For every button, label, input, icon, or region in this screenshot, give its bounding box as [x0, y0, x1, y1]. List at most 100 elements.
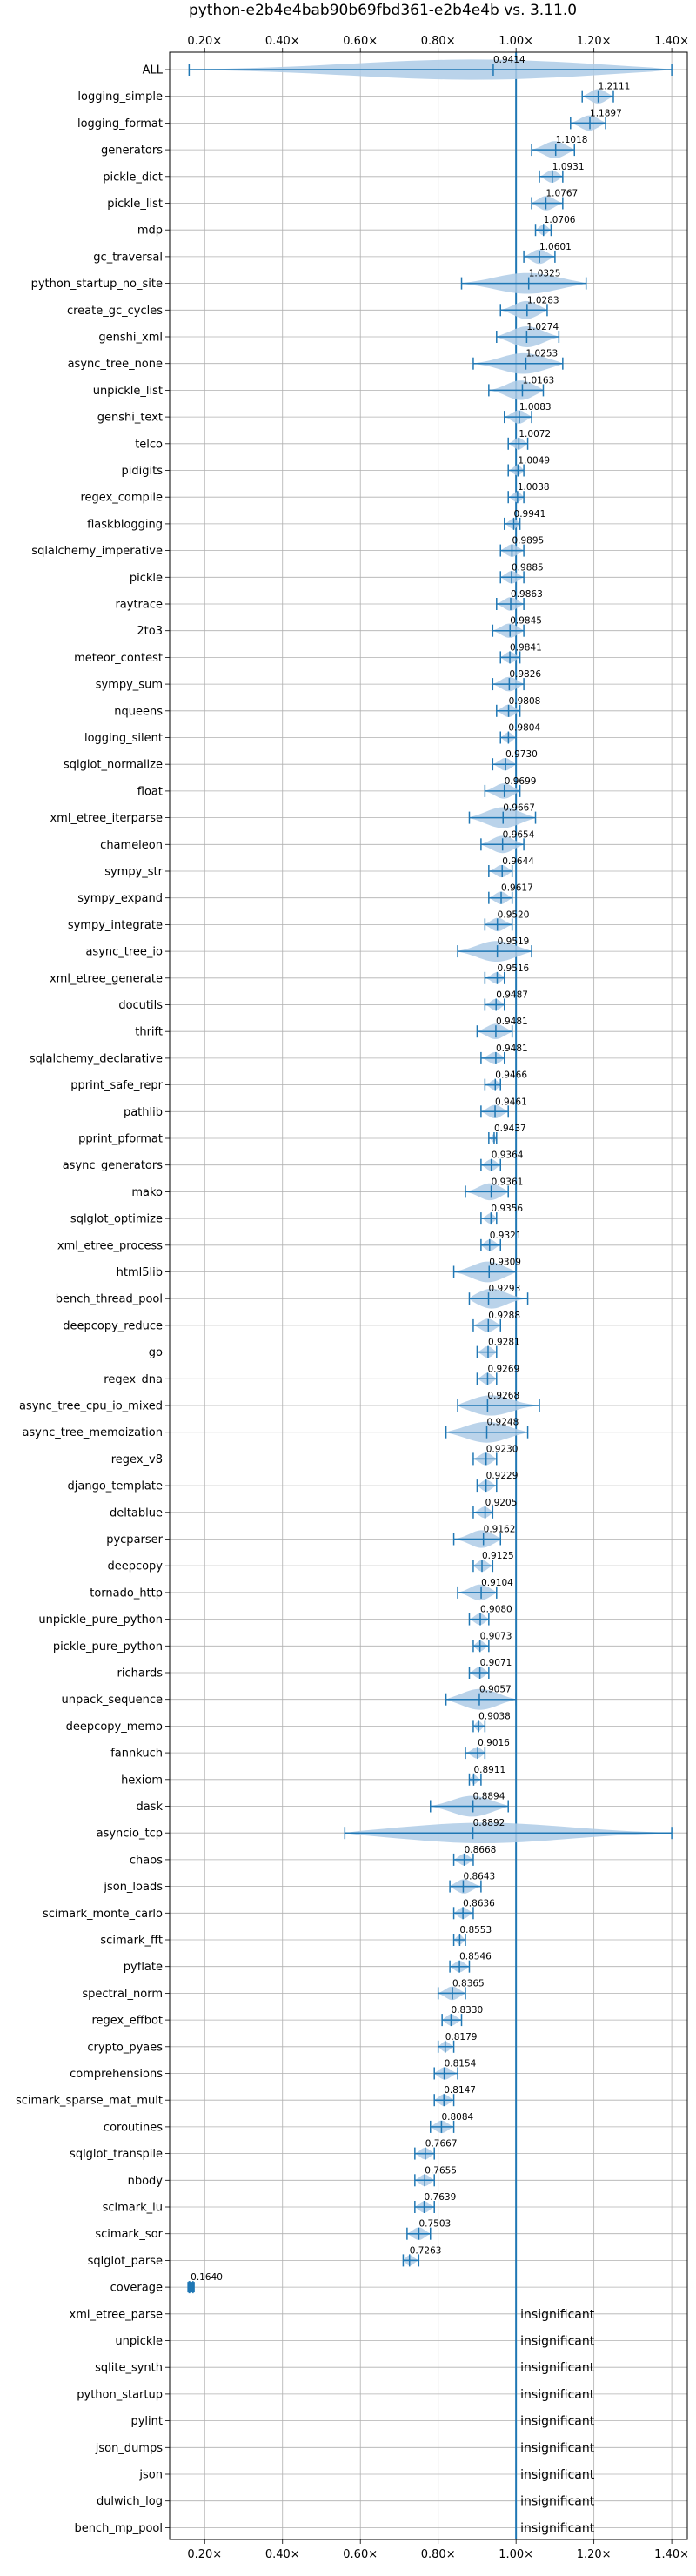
category-label: unpickle — [115, 2335, 163, 2348]
category-label: pprint_safe_repr — [70, 1079, 163, 1092]
value-label: 0.9654 — [503, 829, 535, 840]
category-label: python_startup_no_site — [31, 278, 163, 291]
value-label: 0.7667 — [425, 2139, 458, 2150]
category-label: ALL — [143, 64, 164, 77]
value-label: 0.9644 — [502, 856, 534, 867]
value-label: 0.7263 — [410, 2245, 442, 2256]
value-label: 0.9667 — [503, 803, 535, 814]
value-label: 0.9885 — [512, 562, 544, 573]
category-label: async_tree_none — [68, 358, 163, 371]
value-label: 0.9461 — [495, 1097, 527, 1107]
x-tick-label-top: 1.00× — [499, 35, 533, 48]
category-label: sqlalchemy_declarative — [30, 1052, 163, 1065]
category-label: sympy_expand — [77, 892, 163, 905]
x-tick-label-bottom: 1.00× — [499, 2548, 533, 2561]
category-label: tornado_http — [90, 1587, 163, 1600]
insignificant-label: insignificant — [520, 2468, 595, 2482]
x-tick-label-top: 0.80× — [421, 35, 456, 48]
category-label: scimark_sor — [95, 2228, 163, 2241]
value-label: 0.9071 — [480, 1658, 512, 1668]
category-label: logging_silent — [84, 732, 163, 745]
category-label: sqlalchemy_imperative — [31, 545, 163, 558]
x-tick-label-bottom: 0.20× — [187, 2548, 222, 2561]
value-label: 0.9845 — [510, 616, 542, 627]
value-label: 0.7503 — [418, 2219, 451, 2230]
value-label: 0.8084 — [441, 2112, 473, 2123]
category-label: docutils — [118, 999, 163, 1012]
x-tick-label-bottom: 0.80× — [421, 2548, 456, 2561]
value-label: 0.8636 — [463, 1898, 495, 1909]
category-label: sympy_integrate — [68, 919, 163, 932]
value-label: 0.9437 — [494, 1124, 526, 1134]
category-label: asyncio_tcp — [97, 1828, 163, 1841]
category-label: richards — [117, 1667, 164, 1680]
value-label: 0.9730 — [505, 749, 538, 760]
chart-title: python-e2b4e4bab90b69fbd361-e2b4e4b vs. … — [189, 2, 577, 19]
category-label: pathlib — [124, 1106, 163, 1119]
x-tick-label-top: 1.40× — [654, 35, 689, 48]
value-label: 0.9309 — [489, 1258, 521, 1268]
category-label: pprint_pformat — [78, 1133, 163, 1146]
value-label: 0.9057 — [479, 1685, 512, 1695]
insignificant-label: insignificant — [520, 2415, 595, 2429]
value-label: 0.8154 — [445, 2059, 477, 2070]
category-label: sqlglot_parse — [88, 2255, 163, 2268]
value-label: 0.9205 — [485, 1498, 518, 1508]
category-label: create_gc_cycles — [67, 305, 163, 318]
value-label: 0.9481 — [496, 1016, 528, 1027]
category-label: regex_compile — [80, 492, 163, 505]
category-label: django_template — [68, 1480, 163, 1493]
category-label: pycparser — [106, 1533, 163, 1546]
plot-marks — [187, 52, 673, 2539]
category-label: python_startup — [77, 2388, 163, 2401]
value-label: 0.9520 — [498, 909, 530, 920]
value-label: 0.8147 — [444, 2085, 476, 2096]
insignificant-label: insignificant — [520, 2308, 595, 2322]
category-label: genshi_text — [97, 412, 163, 425]
category-label: scimark_sparse_mat_mult — [16, 2095, 163, 2108]
category-label: async_generators — [63, 1159, 164, 1172]
insignificant-label: insignificant — [520, 2521, 595, 2535]
category-label: logging_format — [77, 117, 163, 131]
category-label: deltablue — [110, 1506, 163, 1519]
x-tick-label-bottom: 1.20× — [577, 2548, 612, 2561]
category-label: 2to3 — [137, 625, 163, 638]
category-label: gc_traversal — [93, 251, 163, 264]
category-label: json_dumps — [95, 2442, 163, 2455]
category-label: scimark_lu — [103, 2202, 163, 2215]
category-label: fannkuch — [110, 1748, 163, 1761]
value-label: 0.9229 — [486, 1471, 519, 1481]
category-label: chaos — [130, 1854, 163, 1867]
value-label: 0.9230 — [486, 1444, 519, 1454]
category-label: unpack_sequence — [61, 1694, 163, 1707]
value-label: 0.9699 — [505, 776, 537, 787]
value-label: 0.8330 — [451, 2005, 483, 2016]
value-label: 0.9826 — [509, 669, 541, 680]
x-tick-label-top: 0.60× — [343, 35, 378, 48]
value-label: 0.9162 — [484, 1525, 516, 1535]
category-label: pickle_dict — [103, 171, 163, 184]
value-label: 0.9073 — [480, 1631, 512, 1641]
category-label: flaskblogging — [87, 518, 163, 531]
value-label: 1.0072 — [519, 429, 551, 439]
value-label: 1.0601 — [539, 242, 572, 252]
category-label: generators — [101, 144, 163, 158]
category-label: coverage — [110, 2282, 163, 2295]
value-label: 0.9125 — [482, 1551, 514, 1561]
category-label: async_tree_cpu_io_mixed — [19, 1400, 163, 1413]
value-label: 0.8911 — [473, 1765, 505, 1775]
value-label: 0.9288 — [488, 1311, 520, 1321]
value-label: 0.8668 — [465, 1845, 497, 1855]
category-label: comprehensions — [70, 2068, 163, 2081]
value-label: 0.8546 — [459, 1952, 492, 1962]
category-label: scimark_fft — [100, 1935, 163, 1948]
value-label: 0.9804 — [508, 723, 540, 734]
value-label: 0.9293 — [489, 1284, 521, 1294]
category-label: unpickle_list — [93, 385, 163, 398]
value-label: 0.9941 — [514, 509, 546, 520]
category-label: pickle_list — [107, 198, 163, 211]
x-tick-label-top: 0.40× — [265, 35, 300, 48]
category-label: mako — [131, 1186, 163, 1199]
category-label: sqlglot_transpile — [70, 2148, 163, 2161]
category-label: deepcopy — [107, 1560, 163, 1573]
